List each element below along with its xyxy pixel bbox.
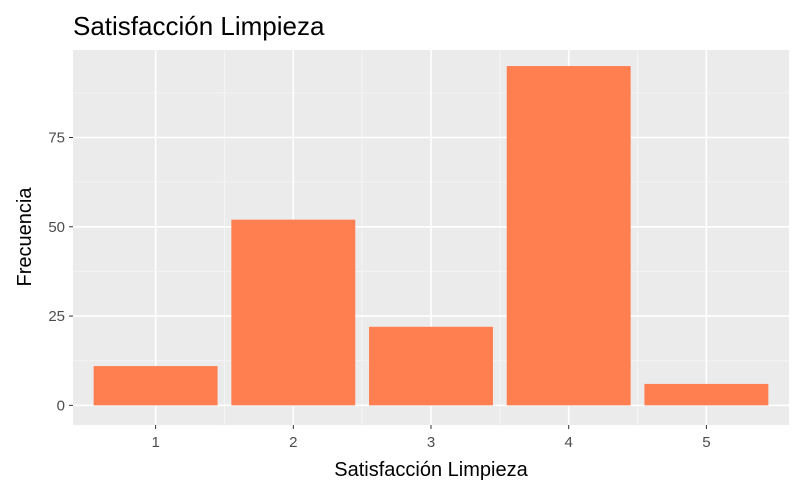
y-tick-label: 0 [57, 397, 65, 414]
x-axis: 1 2 3 4 5 [151, 425, 711, 451]
bars [93, 66, 769, 406]
y-axis-title: Frecuencia [14, 187, 36, 287]
y-tick-label: 75 [48, 130, 65, 147]
x-tick-label: 5 [702, 434, 710, 451]
bar-3 [369, 326, 493, 406]
y-axis: 0 25 50 75 [48, 130, 73, 414]
y-tick-label: 50 [48, 219, 65, 236]
x-axis-title: Satisfacción Limpieza [334, 459, 528, 481]
bar-4 [506, 66, 631, 406]
bar-5 [644, 383, 769, 406]
bar-1 [93, 366, 218, 406]
x-tick-label: 3 [427, 434, 435, 451]
x-tick-label: 2 [289, 434, 297, 451]
y-tick-label: 25 [48, 308, 65, 325]
chart-title: Satisfacción Limpieza [73, 11, 325, 41]
bar-2 [231, 219, 356, 406]
x-tick-label: 1 [151, 434, 159, 451]
x-tick-label: 4 [565, 434, 573, 451]
